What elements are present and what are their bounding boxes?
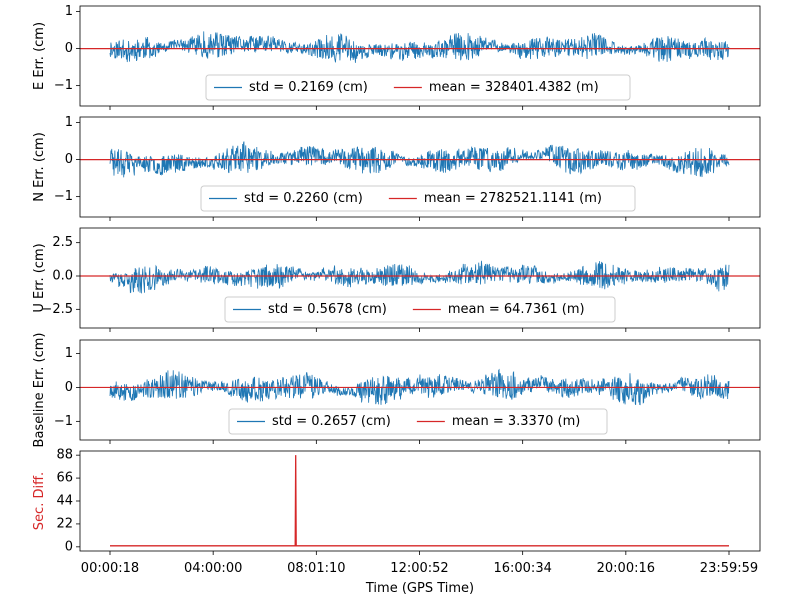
u-error-ytick-2: 2.5 bbox=[52, 235, 80, 250]
n-error-legend-mean-label: mean = 2782521.1141 (m) bbox=[424, 191, 602, 206]
n-error-legend-box bbox=[200, 185, 636, 212]
baseline-error-legend-std-label: std = 0.2657 (cm) bbox=[272, 414, 391, 429]
u-error-axes-frame bbox=[79, 227, 761, 329]
x-axis-label: Time (GPS Time) bbox=[365, 581, 474, 596]
x-axis: 00:00:18 04:00:00 08:01:10 12:00:52 16:0… bbox=[81, 106, 758, 596]
sec-diff-ytick-0-label: 0 bbox=[65, 539, 73, 554]
baseline-error-ytick-2: 1 bbox=[65, 346, 80, 361]
n-error-ytick-0: −1 bbox=[54, 189, 80, 204]
xtick-5-label: 20:00:16 bbox=[597, 561, 655, 576]
e-error-ytick-2-label: 1 bbox=[65, 4, 73, 19]
u-error-ytick-0-label: −2.5 bbox=[41, 302, 73, 317]
sec-diff-ytick-2: 44 bbox=[56, 494, 80, 509]
e-error-ytick-1-label: 0 bbox=[65, 41, 73, 56]
u-error-ytick-1-label: 0.0 bbox=[52, 269, 73, 284]
baseline-error-ytick-2-label: 1 bbox=[65, 346, 73, 361]
sec-diff-ytick-4: 88 bbox=[56, 448, 80, 463]
xtick-6: 23:59:59 bbox=[700, 106, 758, 576]
xtick-2-label: 08:01:10 bbox=[287, 561, 345, 576]
e-error-ytick-1: 0 bbox=[65, 41, 80, 56]
n-error-legend-std-label: std = 0.2260 (cm) bbox=[244, 191, 363, 206]
baseline-error-series-line bbox=[109, 368, 730, 406]
baseline-error-panel: −1 0 1 Baseline Err. (cm) std = 0.2657 (… bbox=[32, 333, 761, 448]
xtick-2: 08:01:10 bbox=[287, 106, 346, 576]
baseline-error-ytick-1: 0 bbox=[65, 380, 80, 395]
sec-diff-ytick-1: 22 bbox=[56, 516, 80, 531]
baseline-error-ytick-0-label: −1 bbox=[54, 414, 73, 429]
xtick-0: 00:00:18 bbox=[81, 106, 139, 576]
xtick-6-label: 23:59:59 bbox=[700, 561, 758, 576]
e-error-axes-frame bbox=[79, 5, 761, 107]
sec-diff-ytick-0: 0 bbox=[65, 539, 80, 554]
sec-diff-ylabel: Sec. Diff. bbox=[32, 472, 47, 530]
sec-diff-ytick-4-label: 88 bbox=[56, 448, 73, 463]
xtick-1: 04:00:00 bbox=[184, 106, 242, 576]
baseline-error-legend-mean-label: mean = 3.3370 (m) bbox=[452, 414, 580, 429]
n-error-axes-frame bbox=[79, 116, 761, 218]
xtick-0-label: 00:00:18 bbox=[81, 561, 139, 576]
u-error-legend-std-label: std = 0.5678 (cm) bbox=[268, 302, 387, 317]
u-error-ylabel: U Err. (cm) bbox=[32, 243, 47, 312]
baseline-error-ytick-0: −1 bbox=[54, 414, 80, 429]
n-error-ylabel: N Err. (cm) bbox=[32, 132, 47, 202]
baseline-error-ytick-1-label: 0 bbox=[65, 380, 73, 395]
u-error-ytick-1: 0.0 bbox=[52, 269, 80, 284]
xtick-4: 16:00:34 bbox=[493, 106, 552, 576]
e-error-ytick-0: −1 bbox=[54, 78, 80, 93]
xtick-4-label: 16:00:34 bbox=[493, 561, 551, 576]
n-error-ytick-0-label: −1 bbox=[54, 189, 73, 204]
n-error-ytick-2: 1 bbox=[65, 115, 80, 130]
u-error-legend: std = 0.5678 (cm) mean = 64.7361 (m) bbox=[224, 296, 616, 323]
e-error-legend-mean-label: mean = 328401.4382 (m) bbox=[429, 80, 599, 95]
n-error-legend: std = 0.2260 (cm) mean = 2782521.1141 (m… bbox=[200, 185, 636, 212]
sec-diff-ytick-3: 66 bbox=[56, 471, 80, 486]
u-error-ytick-0: −2.5 bbox=[41, 302, 80, 317]
baseline-error-ylabel: Baseline Err. (cm) bbox=[32, 333, 47, 448]
e-error-ytick-0-label: −1 bbox=[54, 78, 73, 93]
u-error-legend-mean-label: mean = 64.7361 (m) bbox=[448, 302, 585, 317]
baseline-error-axes-frame bbox=[79, 339, 761, 441]
xtick-3: 12:00:52 bbox=[390, 106, 449, 576]
e-error-legend: std = 0.2169 (cm) mean = 328401.4382 (m) bbox=[205, 74, 631, 101]
sec-diff-ytick-2-label: 44 bbox=[56, 494, 73, 509]
e-error-ytick-2: 1 bbox=[65, 4, 80, 19]
n-error-ytick-2-label: 1 bbox=[65, 115, 73, 130]
sec-diff-panel: 0 22 44 66 88 Sec. Diff. bbox=[32, 448, 761, 554]
xtick-5: 20:00:16 bbox=[597, 106, 655, 576]
e-error-ylabel: E Err. (cm) bbox=[32, 22, 47, 90]
n-error-ytick-1-label: 0 bbox=[65, 152, 73, 167]
sec-diff-ytick-3-label: 66 bbox=[56, 471, 73, 486]
sec-diff-ytick-1-label: 22 bbox=[56, 516, 73, 531]
u-error-series-line bbox=[109, 260, 730, 294]
xtick-1-label: 04:00:00 bbox=[184, 561, 242, 576]
baseline-error-legend: std = 0.2657 (cm) mean = 3.3370 (m) bbox=[228, 408, 608, 435]
sec-diff-series-line bbox=[110, 455, 729, 547]
e-error-panel: −1 0 1 E Err. (cm) std = 0.2169 (cm) mea… bbox=[32, 4, 761, 107]
u-error-ytick-2-label: 2.5 bbox=[52, 235, 73, 250]
e-error-legend-std-label: std = 0.2169 (cm) bbox=[249, 80, 368, 95]
n-error-panel: −1 0 1 N Err. (cm) std = 0.2260 (cm) mea… bbox=[32, 115, 761, 218]
n-error-ytick-1: 0 bbox=[65, 152, 80, 167]
u-error-panel: −2.5 0.0 2.5 U Err. (cm) std = 0.5678 (c… bbox=[32, 227, 761, 329]
xtick-3-label: 12:00:52 bbox=[390, 561, 448, 576]
